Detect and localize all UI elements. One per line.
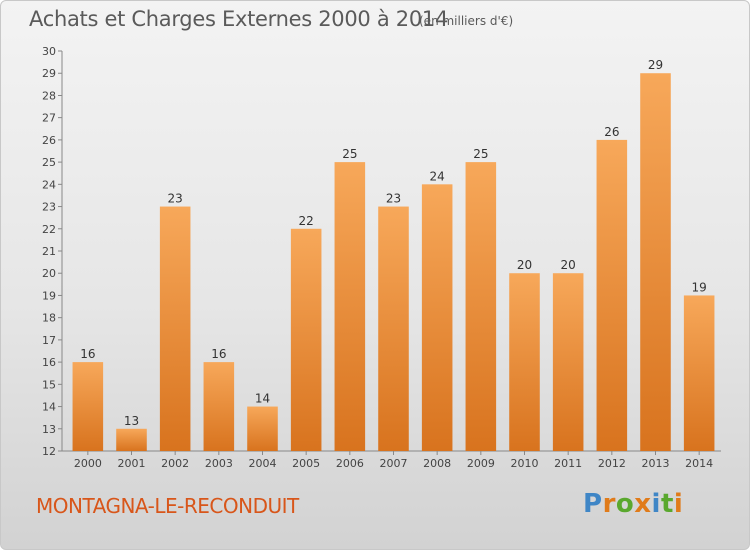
x-tick-label: 2014 <box>685 457 713 470</box>
bar-value-label: 19 <box>692 280 707 294</box>
x-tick-label: 2002 <box>161 457 189 470</box>
x-tick-label: 2012 <box>598 457 626 470</box>
x-tick-label: 2010 <box>511 457 539 470</box>
y-tick-label: 17 <box>42 334 56 347</box>
y-tick-label: 16 <box>42 356 56 369</box>
chart-subtitle: (en milliers d'€) <box>419 14 514 28</box>
y-tick-label: 23 <box>42 201 56 214</box>
bar <box>683 295 715 451</box>
logo-letter: x <box>634 489 652 519</box>
y-tick-label: 15 <box>42 378 56 391</box>
y-tick-label: 18 <box>42 312 56 325</box>
x-tick-label: 2013 <box>642 457 670 470</box>
logo-letter: P <box>583 489 603 519</box>
bar <box>159 206 191 451</box>
chart-bars <box>72 73 715 452</box>
y-tick-label: 27 <box>42 112 56 125</box>
bar <box>552 273 584 451</box>
bar-value-label: 16 <box>211 347 226 361</box>
bar <box>72 362 104 451</box>
bar-value-label: 24 <box>430 169 445 183</box>
bar-value-label: 20 <box>517 258 532 272</box>
x-tick-label: 2005 <box>292 457 320 470</box>
bar <box>334 162 366 451</box>
x-tick-label: 2000 <box>74 457 102 470</box>
bar-value-label: 14 <box>255 392 270 406</box>
y-tick-label: 20 <box>42 267 56 280</box>
bar-value-label: 23 <box>386 192 401 206</box>
chart-axes: 12 13 14 15 16 17 18 19 20 21 22 23 24 25 26 27 28 29 30 20… <box>42 45 721 470</box>
y-tick-label: 29 <box>42 67 56 80</box>
y-tick-label: 30 <box>42 45 56 58</box>
bar-value-label: 20 <box>561 258 576 272</box>
bar <box>596 139 628 451</box>
x-tick-label: 2004 <box>249 457 277 470</box>
x-tick-label: 2007 <box>380 457 408 470</box>
bar <box>640 73 671 451</box>
x-tick-label: 2011 <box>554 457 582 470</box>
x-tick-label: 2001 <box>118 457 146 470</box>
bar-value-label: 29 <box>648 58 663 72</box>
chart-title: Achats et Charges Externes 2000 à 2014 <box>29 7 449 31</box>
logo-letter: t <box>660 489 674 519</box>
x-tick-label: 2009 <box>467 457 495 470</box>
bar-value-label: 23 <box>168 192 183 206</box>
bar-value-label: 25 <box>473 147 488 161</box>
bar <box>421 184 453 452</box>
bar-value-label: 25 <box>342 147 357 161</box>
y-tick-label: 13 <box>42 423 56 436</box>
bar <box>465 162 497 451</box>
y-tick-label: 12 <box>42 445 56 458</box>
bar-value-label: 22 <box>299 214 314 228</box>
logo-letter: i <box>673 489 684 519</box>
y-tick-label: 24 <box>42 178 56 191</box>
bar <box>378 206 409 451</box>
bar <box>203 362 235 451</box>
logo-letter: o <box>615 489 635 519</box>
y-tick-label: 25 <box>42 156 56 169</box>
y-tick-label: 21 <box>42 245 56 258</box>
bar <box>116 428 147 451</box>
y-tick-label: 22 <box>42 223 56 236</box>
y-tick-label: 28 <box>42 89 56 102</box>
y-tick-label: 14 <box>42 401 56 414</box>
y-tick-label: 19 <box>42 289 56 302</box>
bar-value-label: 16 <box>80 347 95 361</box>
x-tick-label: 2006 <box>336 457 364 470</box>
x-tick-label: 2003 <box>205 457 233 470</box>
bar <box>290 228 322 451</box>
bar-value-label: 26 <box>604 125 619 139</box>
bar <box>509 273 540 451</box>
logo-letter: r <box>602 489 616 519</box>
y-tick-label: 26 <box>42 134 56 147</box>
commune-name: MONTAGNA-LE-RECONDUIT <box>36 494 299 518</box>
proxiti-logo: Proxiti <box>583 489 683 519</box>
bar <box>247 406 278 451</box>
logo-letter: i <box>651 489 661 519</box>
bar-value-label: 13 <box>124 414 139 428</box>
chart-labels: 16 13 23 16 14 22 25 23 24 25 20 20 26 29 19 <box>80 58 707 428</box>
x-tick-label: 2008 <box>423 457 451 470</box>
